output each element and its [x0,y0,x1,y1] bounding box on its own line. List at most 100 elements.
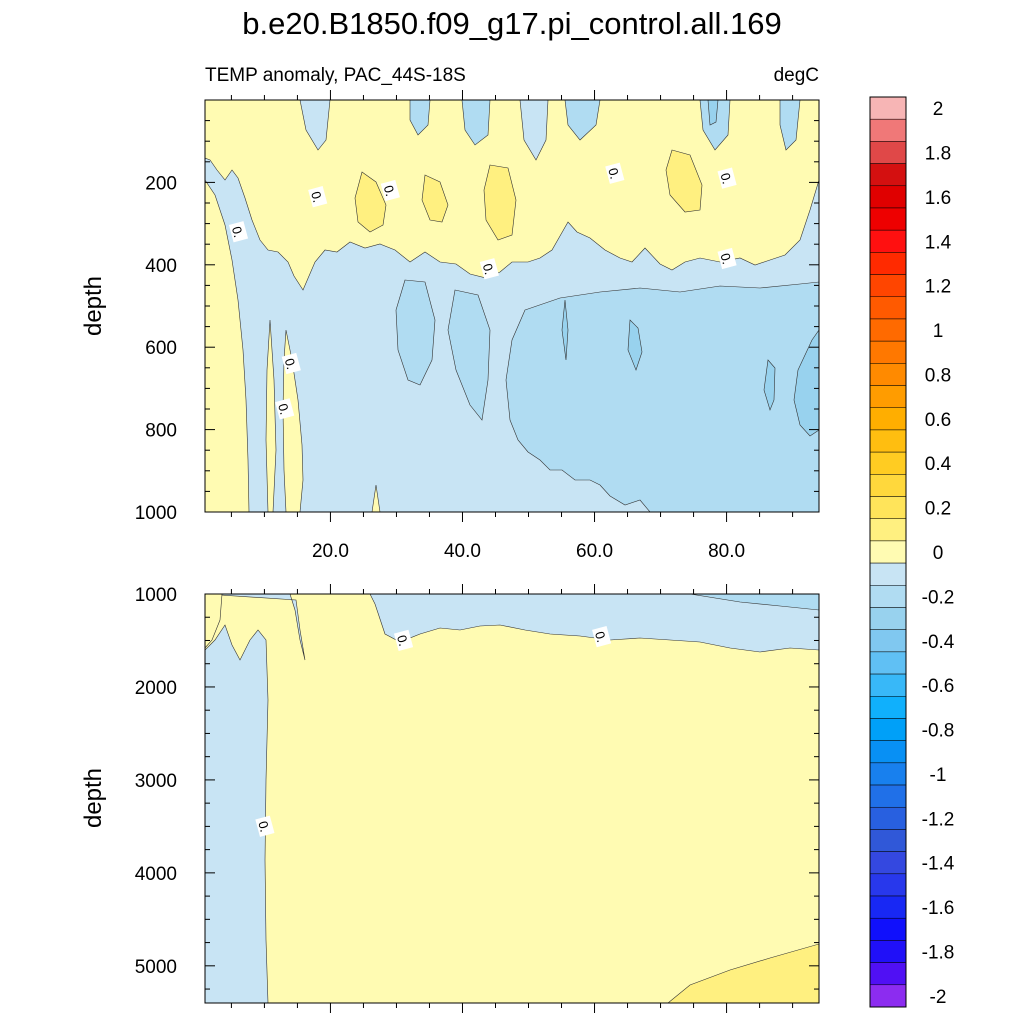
upper-contour-label-bg [308,186,328,208]
lower-y-tick-label: 3000 [135,771,177,792]
upper-contour-label: 0. [381,179,400,202]
upper-contour-label-text: 0. [282,357,299,371]
colorbar-label: 1.4 [925,232,952,253]
upper-fill-surface-cold-7 [299,100,331,151]
lower-contour-label-bg [255,815,275,837]
colorbar-label: -1.8 [922,943,955,964]
upper-fill-deep-cold-core-3 [763,359,776,411]
upper-contour-label: 0. [605,162,625,184]
colorbar-swatch [869,917,907,941]
lower-contour-label-bg [393,629,414,651]
colorbar-swatch [869,806,907,830]
colorbar-swatch [869,118,907,142]
colorbar-swatch [869,540,907,564]
lower-fill-bottom-warm [667,943,819,1003]
upper-fill-left-column-positive [205,179,250,512]
colorbar-label: -0.6 [922,676,955,697]
upper-x-tick-label: 40.0 [444,541,481,562]
colorbar-swatch [869,185,907,209]
upper-contour-label: 0. [308,186,328,208]
upper-fill-surface-cold-5 [707,100,719,126]
colorbar-swatch [869,340,907,364]
chart-subtitle-left: TEMP anomaly, PAC_44S-18S [205,65,466,86]
lower-fill-surface-cold-2 [689,594,819,611]
upper-fill-warm-patch-d [665,149,703,213]
colorbar-swatch [869,496,907,519]
lower-contour-label-text: 0. [394,633,411,647]
lower-fill-left-warm-wedge [205,594,223,649]
upper-contour-label: 0. [228,221,249,243]
lower-y-axis-label: depth [80,768,107,828]
colorbar-frame [869,96,907,1008]
upper-contour-label-text: 0. [308,190,325,204]
upper-fill-surface-cold-8 [519,100,549,161]
colorbar-swatch [869,940,907,963]
colorbar-label: 1.6 [925,188,951,209]
colorbar-swatch [869,629,907,653]
upper-fill-deep-cold-core-1 [793,329,819,437]
upper-contour-fills [205,100,819,512]
colorbar-swatch [869,207,907,231]
lower-contour-label: 0. [255,815,275,837]
upper-fill-deep-cold-core-4 [561,299,569,361]
colorbar-swatch [869,696,907,719]
colorbar-swatch [869,318,907,342]
upper-y-tick-label: 400 [145,256,177,277]
colorbar-swatch [869,252,907,275]
colorbar-swatch [869,651,907,675]
upper-contour-label: 0. [717,247,737,270]
upper-contour-label-bg [605,162,625,184]
chart-title: b.e20.B1850.f09_g17.pi_control.all.169 [242,6,782,41]
colorbar: 2 1.8 1.6 1.4 1.2 1 0.8 0.6 0.4 0.2 0 -0.2 -0.4 -0.6 -… [869,96,955,1008]
colorbar-swatch [869,829,907,852]
colorbar-swatch [869,607,907,630]
upper-contour-label-text: 0. [605,166,622,180]
colorbar-label: 2 [933,99,944,120]
colorbar-label: 0.2 [925,499,951,520]
upper-y-tick-label: 600 [145,338,177,359]
upper-fill-deep-cold-core-2 [627,319,643,371]
upper-fill-sliver-1 [265,319,277,512]
colorbar-label: 0.6 [925,410,951,431]
lower-y-tick-label: 2000 [135,678,177,699]
colorbar-swatch [869,518,907,542]
upper-contour-label: 0. [281,352,301,375]
upper-fill-surface-cold-6 [779,100,801,151]
colorbar-swatch [869,429,907,453]
upper-fill-cold-blobs-b [447,289,491,421]
upper-contour-label-text: 0. [381,184,398,198]
colorbar-label: 1.8 [925,143,951,164]
upper-y-tick-label: 1000 [135,503,177,524]
upper-contour-label-bg [275,398,295,420]
upper-contour-label-bg [717,167,737,189]
upper-fill-warm-patch-a [354,171,387,233]
upper-contour-label-bg [228,221,249,243]
colorbar-swatch [869,229,907,253]
colorbar-swatch [869,96,907,120]
upper-y-tick-label: 800 [145,421,177,442]
upper-fill-surface-cold-1 [409,100,431,136]
upper-fill-warm-patch-b [421,174,449,223]
lower-fill-cold-upper-band [205,594,819,661]
upper-contour-label-bg [281,352,301,375]
lower-contour-labels: 0. 0. 0. [255,625,612,837]
upper-fill-surface-cold-3 [564,100,601,141]
colorbar-swatch [869,873,907,897]
lower-y-tick-label: 4000 [135,864,177,885]
colorbar-swatch [869,562,907,586]
colorbar-swatch [869,740,907,764]
colorbar-label: -1 [930,765,947,786]
upper-contour-labels: 0. 0. 0. 0. 0. 0. 0. 0. 0. [228,162,737,420]
chart-subtitle-right: degC [774,65,819,86]
upper-y-tick-label: 200 [145,173,177,194]
upper-contour-label-bg [479,258,499,280]
upper-contour-label: 0. [275,398,295,420]
lower-contour-label: 0. [592,625,612,648]
colorbar-label: -0.4 [922,632,955,653]
lower-contour-fills [205,594,819,1003]
colorbar-swatch [869,762,907,786]
colorbar-swatch [869,585,907,608]
lower-plot-frame [204,593,820,1004]
